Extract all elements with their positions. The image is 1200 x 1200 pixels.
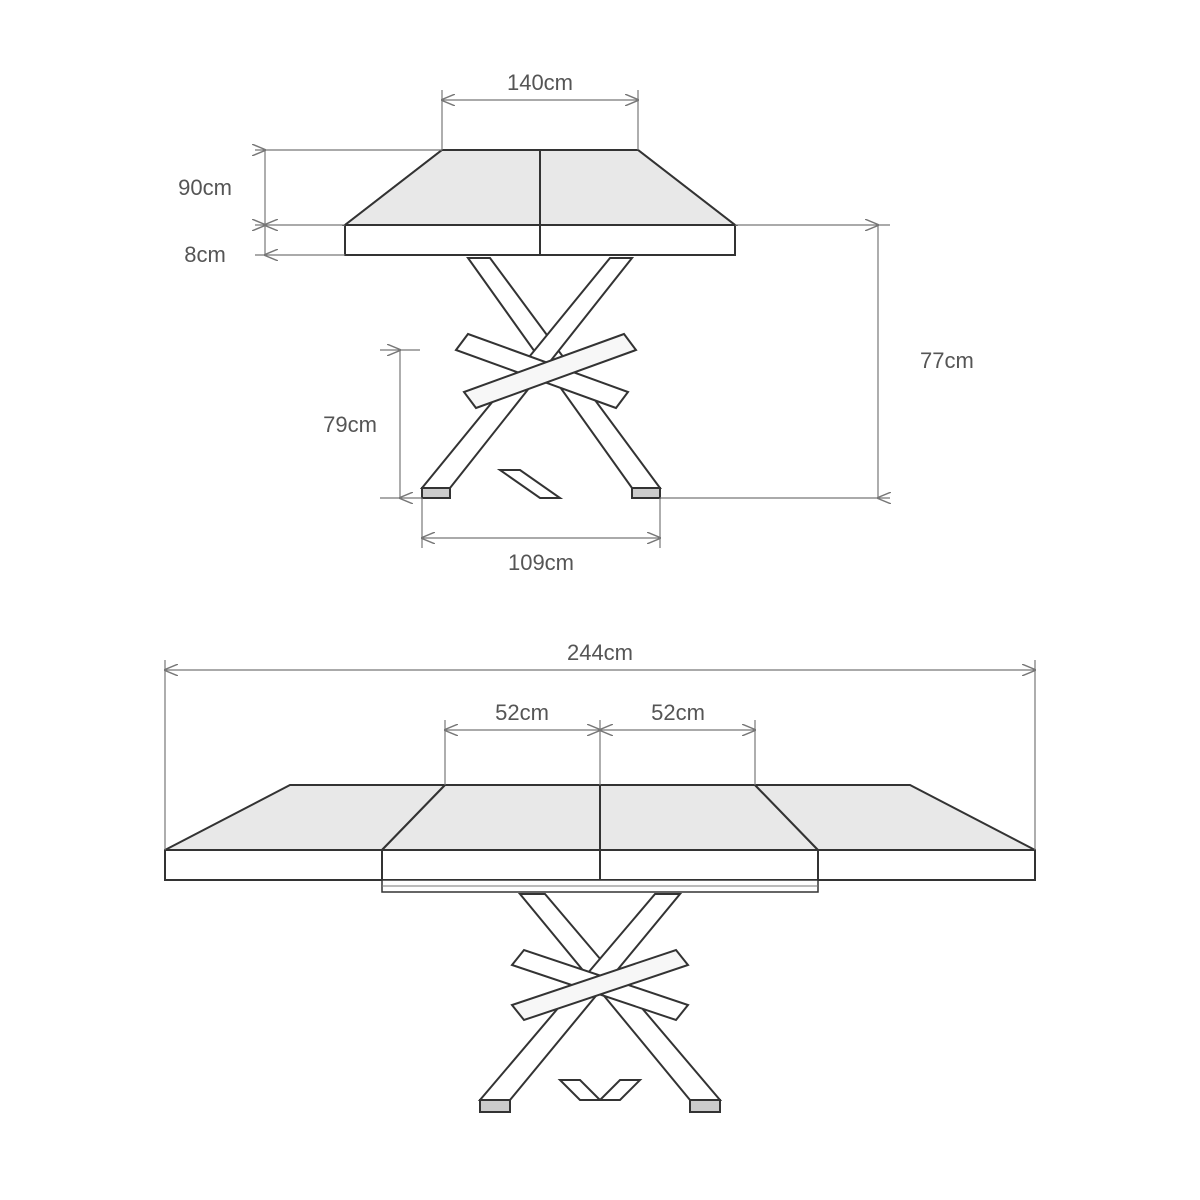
dim-label-leaf-right: 52cm xyxy=(651,700,705,725)
dim-label-leaf-left: 52cm xyxy=(495,700,549,725)
dimension-drawing: 140cm 90cm 8cm 77cm 79cm xyxy=(0,0,1200,1200)
dim-77cm xyxy=(660,225,890,498)
dim-label-width-total: 244cm xyxy=(567,640,633,665)
compact-table-view: 140cm 90cm 8cm 77cm 79cm xyxy=(178,70,974,575)
extended-table-view: 244cm 52cm 52cm xyxy=(165,640,1035,1112)
table-legs-compact xyxy=(422,258,660,498)
dim-52cm-right xyxy=(600,720,755,785)
dim-109cm xyxy=(422,498,660,548)
dim-label-height: 77cm xyxy=(920,348,974,373)
dim-140cm xyxy=(442,90,638,150)
dim-79cm xyxy=(380,350,422,498)
dim-label-base-spread: 109cm xyxy=(508,550,574,575)
dim-label-depth: 90cm xyxy=(178,175,232,200)
table-legs-extended xyxy=(480,894,720,1112)
dim-label-width-top: 140cm xyxy=(507,70,573,95)
dim-8cm xyxy=(255,225,345,255)
dim-label-apron: 8cm xyxy=(184,242,226,267)
dim-label-leg-inner: 79cm xyxy=(323,412,377,437)
dim-52cm-left xyxy=(445,720,600,785)
